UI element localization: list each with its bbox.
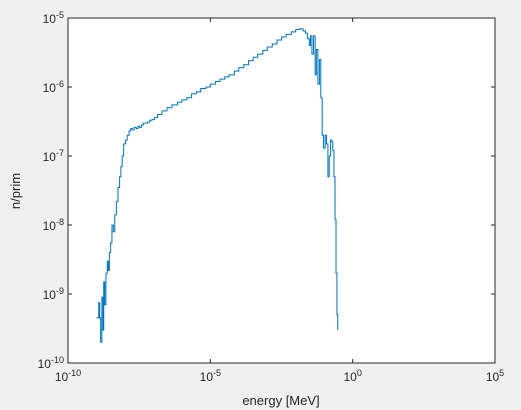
y-tick-label: 10-5 xyxy=(43,10,64,26)
x-tick-label: 10-10 xyxy=(55,368,81,384)
x-tick-label: 105 xyxy=(486,368,504,384)
ticks-layer: 10-10 10-5 100 105 10-10 10-9 10-8 10-7 10-6 10-5 xyxy=(38,10,505,384)
y-tick-label: 10-9 xyxy=(43,286,64,302)
x-tick-label: 100 xyxy=(343,368,361,384)
data-layer xyxy=(96,28,339,343)
plot-area xyxy=(68,18,495,363)
x-tick-label: 10-5 xyxy=(200,368,221,384)
series-line xyxy=(96,28,339,343)
y-tick-label: 10-8 xyxy=(43,217,64,233)
y-tick-label: 10-6 xyxy=(43,79,64,95)
x-axis-label: energy [MeV] xyxy=(242,393,319,408)
y-tick-label: 10-7 xyxy=(43,148,64,164)
y-tick-label: 10-10 xyxy=(38,355,64,371)
axes-box xyxy=(67,17,496,364)
y-axis-label: n/prim xyxy=(8,173,23,209)
